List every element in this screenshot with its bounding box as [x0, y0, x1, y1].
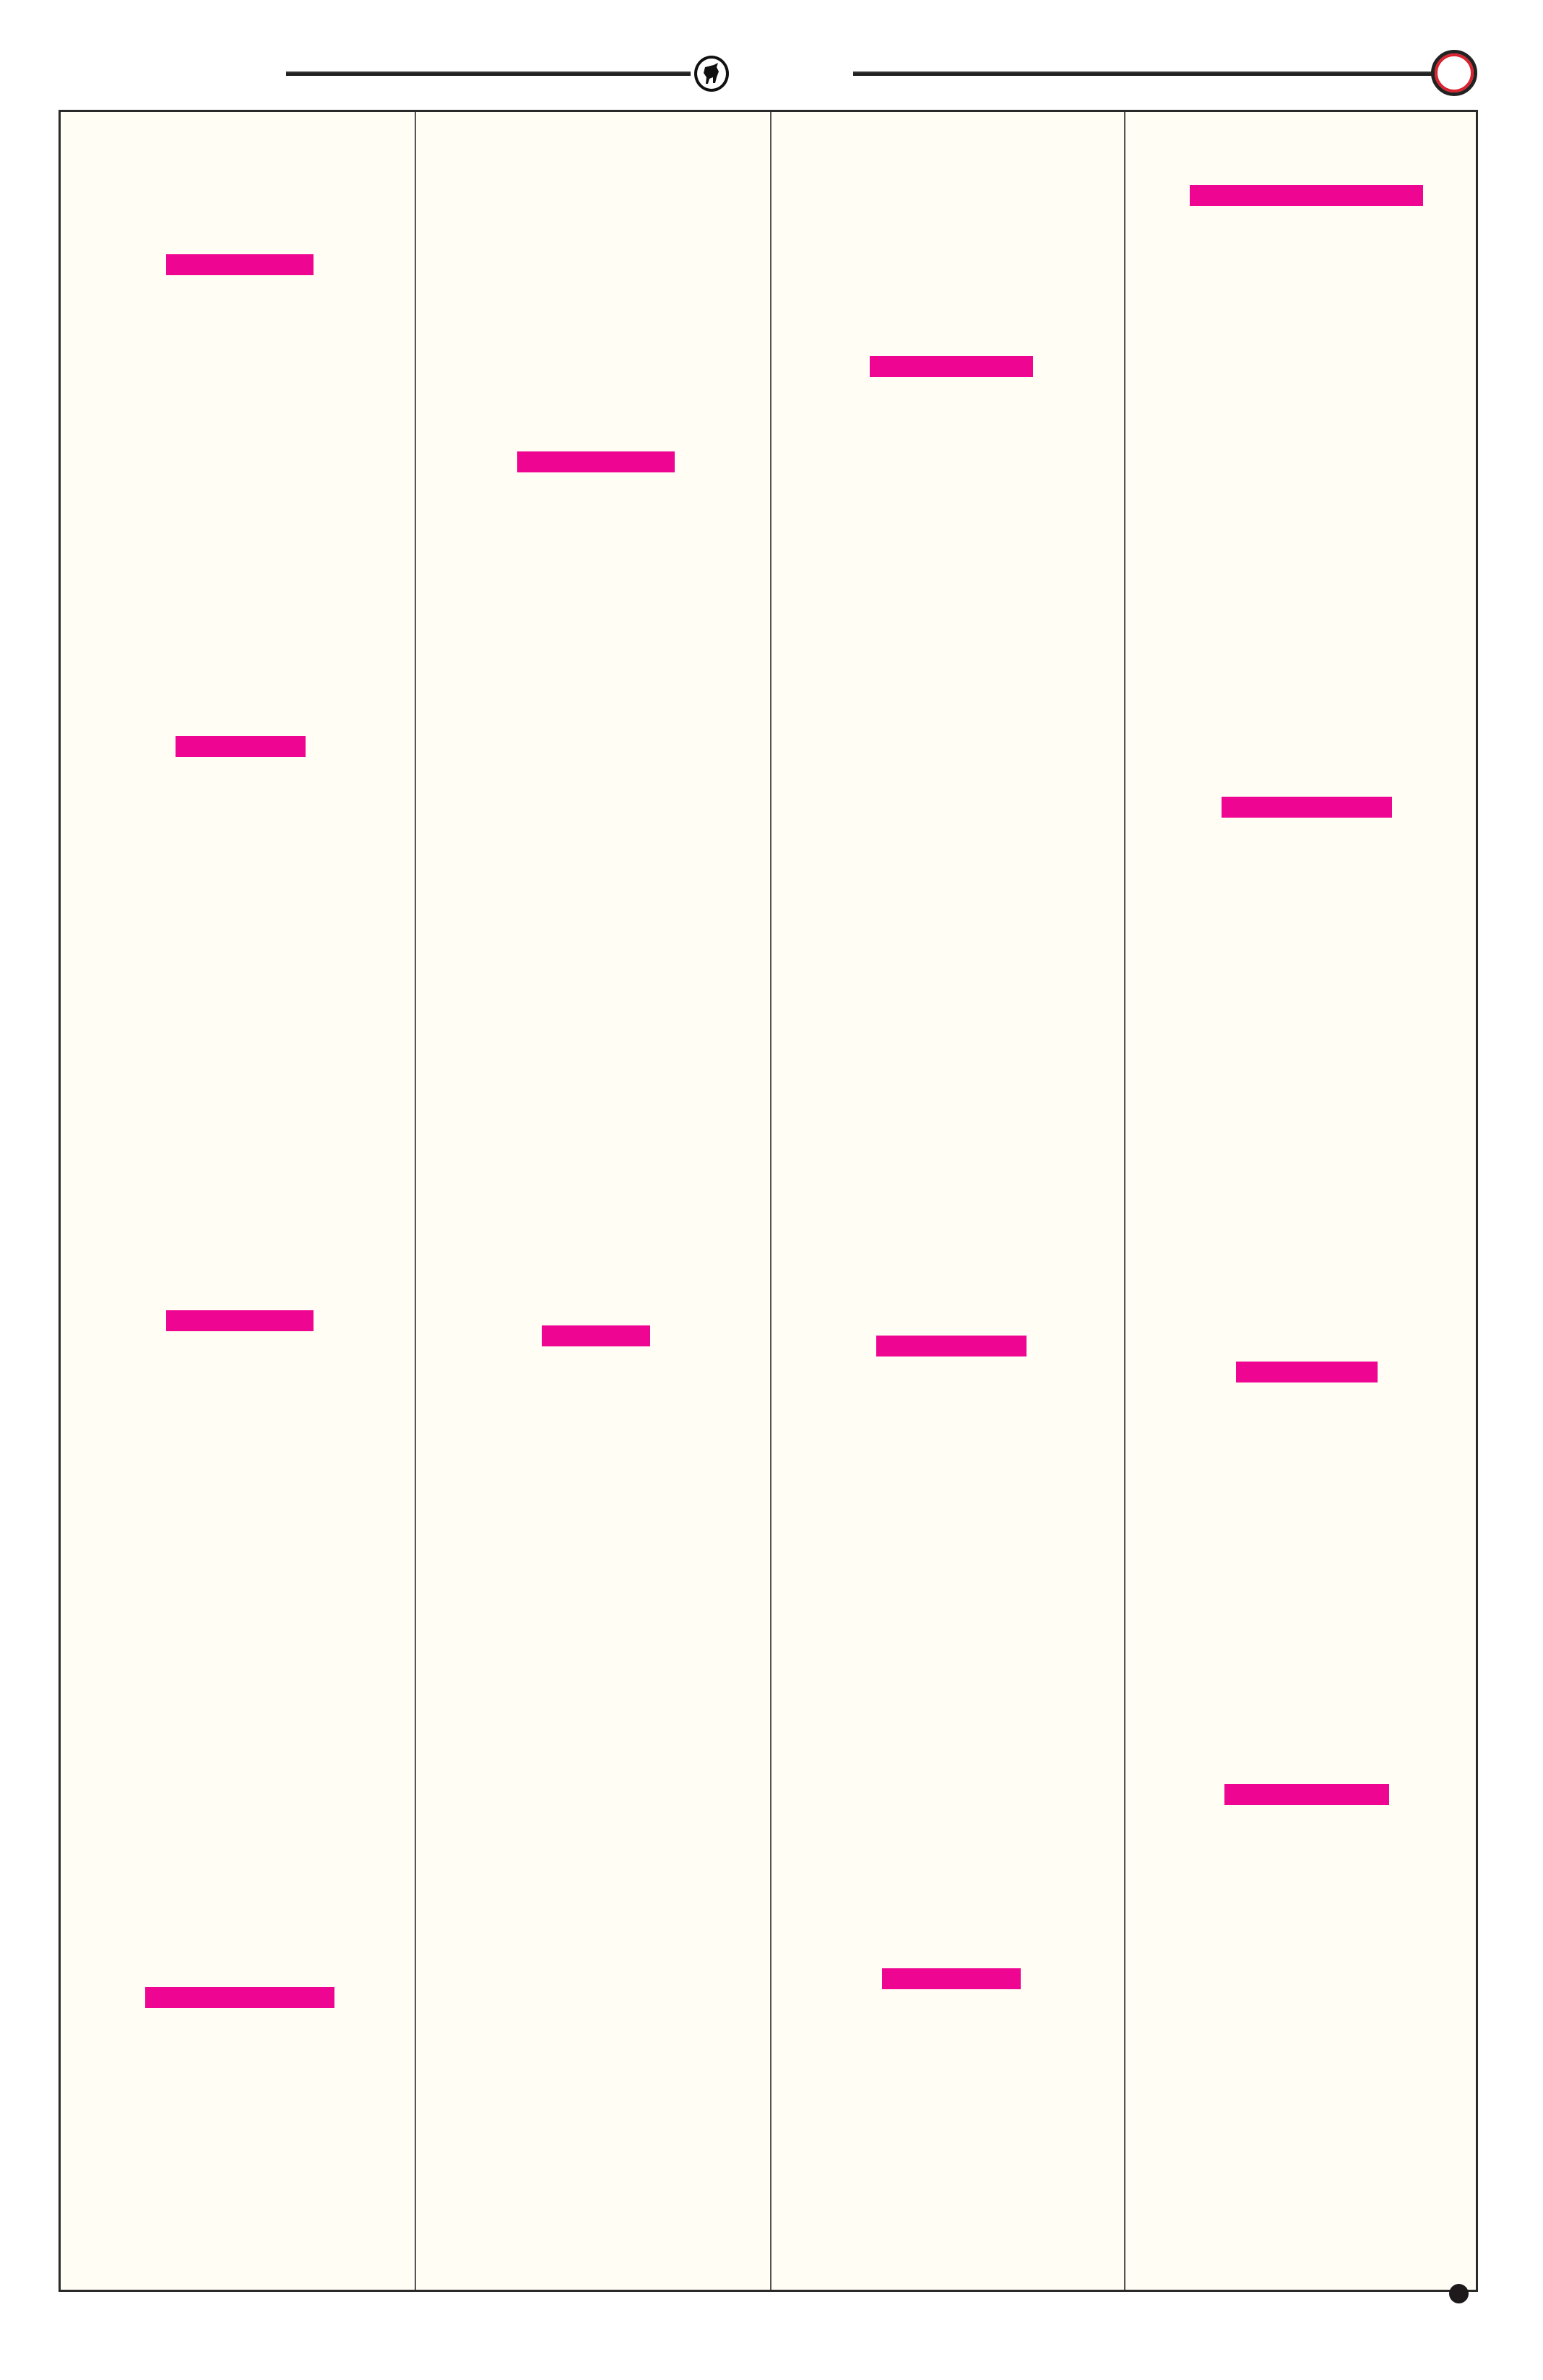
header-rule-left	[286, 72, 691, 76]
redaction-bar	[517, 451, 675, 472]
redaction-bar	[166, 254, 314, 275]
red-ring-icon	[1431, 50, 1477, 96]
redaction-bar	[1224, 1784, 1389, 1805]
bull-emblem-icon	[694, 56, 729, 92]
column-divider	[1124, 112, 1125, 2290]
redaction-bar	[882, 1968, 1021, 1989]
redaction-bar	[1236, 1362, 1378, 1382]
redaction-bar	[176, 736, 306, 757]
redaction-bar	[1222, 797, 1392, 818]
header-rule-right	[853, 72, 1432, 76]
filled-dot-icon	[1449, 2284, 1469, 2303]
redaction-bar	[1190, 185, 1423, 206]
column-divider	[770, 112, 772, 2290]
redaction-bar	[870, 356, 1033, 377]
redaction-bar	[145, 1987, 334, 2008]
column-divider	[415, 112, 416, 2290]
redaction-bar	[166, 1310, 314, 1331]
redaction-bar	[542, 1325, 650, 1346]
redaction-bar	[876, 1336, 1026, 1356]
four-column-panel	[59, 110, 1478, 2292]
